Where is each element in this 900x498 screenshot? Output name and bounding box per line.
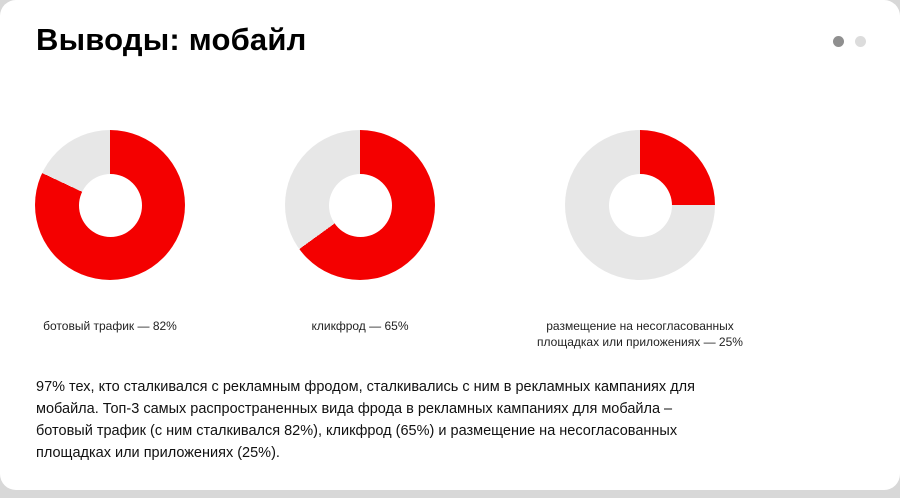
donut-chart-bot-traffic [35,130,185,280]
chart-block-unapproved-placement: размещение на несогласованных площадках … [525,130,755,350]
body-paragraph: 97% тех, кто сталкивался с рекламным фро… [36,379,695,462]
donut-chart-clickfraud [285,130,435,280]
chart-block-clickfraud: кликфрод — 65% [285,130,435,334]
pagination-dots [833,36,866,47]
chart-label-unapproved-placement: размещение на несогласованных площадках … [537,319,743,350]
page-title: Выводы: мобайл [36,22,307,57]
chart-label-bot-traffic: ботовый трафик — 82% [43,319,177,333]
donut-chart-unapproved-placement [565,130,715,280]
chart-label-clickfraud: кликфрод — 65% [311,319,409,333]
pagination-dot-active[interactable] [833,36,844,47]
pagination-dot-inactive[interactable] [855,36,866,47]
chart-block-bot-traffic: ботовый трафик — 82% [35,130,185,334]
